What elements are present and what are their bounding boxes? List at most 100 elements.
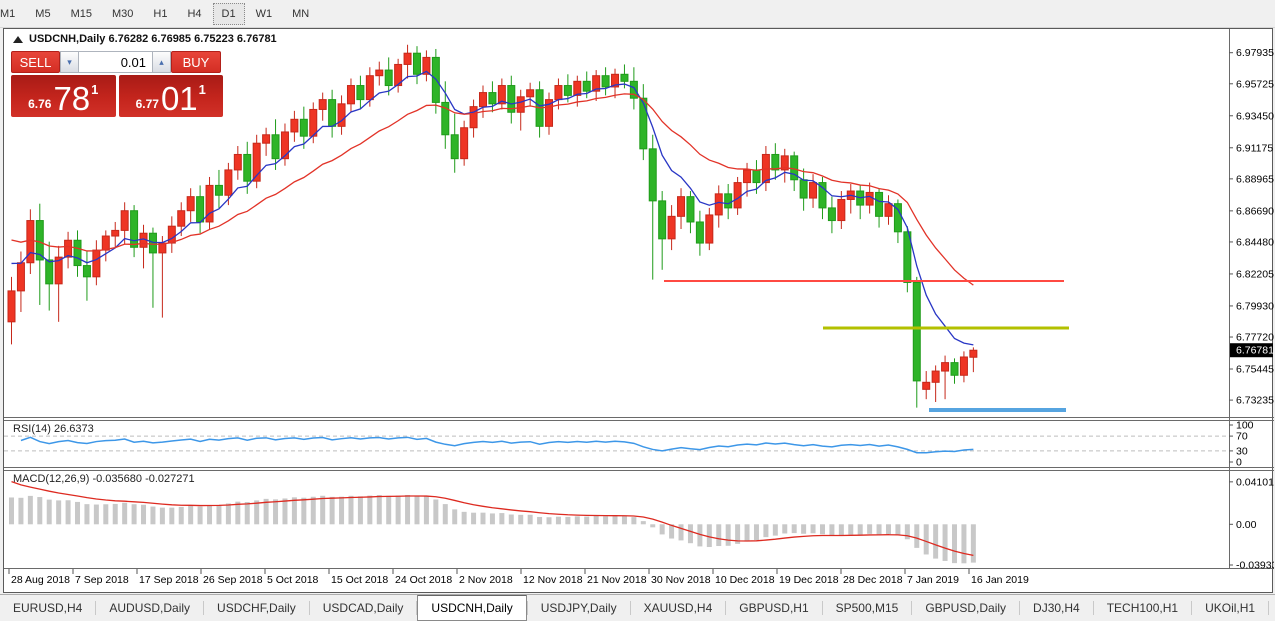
buy-button[interactable]: BUY bbox=[171, 51, 221, 73]
macd-histogram-bar bbox=[310, 496, 316, 525]
candle-body bbox=[903, 231, 912, 283]
tab-usdjpy-daily[interactable]: USDJPY,Daily bbox=[540, 601, 617, 615]
tab-u[interactable]: U bbox=[1269, 595, 1275, 621]
tab-sp500-m15[interactable]: SP500,M15 bbox=[835, 601, 899, 615]
candle-body bbox=[16, 262, 25, 292]
candle-body bbox=[130, 210, 139, 248]
tab-separator bbox=[1268, 601, 1270, 615]
tab-usdcad-daily[interactable]: USDCAD,Daily bbox=[322, 601, 404, 615]
macd-histogram-bar bbox=[848, 524, 854, 535]
fast-ma-line[interactable] bbox=[11, 70, 974, 346]
candle-body bbox=[922, 381, 931, 390]
candle-body bbox=[686, 196, 695, 223]
tab-usdchf-daily[interactable]: USDCHF,Daily bbox=[217, 601, 296, 615]
tab-separator bbox=[1019, 601, 1021, 615]
candle-body bbox=[875, 191, 884, 217]
chart-title-bar: USDCNH,Daily 6.76282 6.76985 6.75223 6.7… bbox=[13, 33, 277, 45]
timeframe-button-W1[interactable]: W1 bbox=[255, 7, 273, 20]
macd-histogram-bar bbox=[772, 524, 778, 536]
candle-body bbox=[809, 182, 818, 199]
candle-body bbox=[516, 96, 525, 113]
volume-increase-button[interactable]: ▴ bbox=[152, 51, 171, 73]
date-tick-label: 17 Sep 2018 bbox=[139, 574, 199, 586]
sell-price-panel[interactable]: 6.76 78 1 bbox=[11, 75, 116, 117]
macd-histogram-bar bbox=[753, 524, 759, 541]
candle-body bbox=[526, 89, 535, 98]
volume-input[interactable] bbox=[79, 51, 152, 73]
sell-button[interactable]: SELL bbox=[11, 51, 60, 73]
macd-histogram-bar bbox=[56, 500, 62, 525]
timeframe-button-M5[interactable]: M5 bbox=[35, 7, 51, 20]
macd-histogram-bar bbox=[452, 509, 458, 525]
candle-body bbox=[394, 63, 403, 87]
candle-body bbox=[573, 80, 582, 96]
macd-histogram-bar bbox=[216, 504, 222, 525]
timeframe-button-M30[interactable]: M30 bbox=[111, 7, 134, 20]
macd-histogram-bar bbox=[291, 497, 297, 525]
tab-audusd-daily[interactable]: AUDUSD,Daily bbox=[109, 601, 191, 615]
tab-dj30-h4[interactable]: DJ30,H4 bbox=[1033, 601, 1080, 615]
macd-histogram-bar bbox=[442, 504, 448, 525]
candle-body bbox=[422, 56, 431, 75]
macd-histogram-bar bbox=[791, 524, 797, 534]
candle-body bbox=[375, 69, 384, 77]
candle-body bbox=[705, 214, 714, 244]
macd-histogram-bar bbox=[725, 524, 731, 546]
macd-histogram-bar bbox=[263, 498, 269, 525]
timeframe-button-H4[interactable]: H4 bbox=[187, 7, 202, 20]
candle-body bbox=[479, 92, 487, 108]
collapse-chart-icon[interactable] bbox=[13, 35, 23, 43]
candle-body bbox=[912, 281, 921, 382]
price-axis[interactable]: 6.97935 6.95725 6.93450 6.91175 6.88965 6.866… bbox=[1229, 47, 1274, 407]
tab-gbpusd-h1[interactable]: GBPUSD,H1 bbox=[739, 601, 809, 615]
macd-histogram-bar bbox=[518, 514, 524, 525]
volume-decrease-button[interactable]: ▾ bbox=[60, 51, 79, 73]
candle-body bbox=[299, 118, 308, 137]
candle-body bbox=[35, 220, 44, 261]
candle-body bbox=[780, 155, 789, 171]
macd-histogram-bar bbox=[810, 524, 816, 534]
timeframe-button-M1[interactable]: M1 bbox=[0, 7, 16, 20]
macd-histogram-bar bbox=[471, 512, 477, 525]
date-tick-label: 7 Jan 2019 bbox=[907, 574, 959, 586]
macd-histogram-bar bbox=[829, 524, 835, 536]
candle-body bbox=[733, 182, 742, 209]
chart-canvas[interactable]: 6.97935 6.95725 6.93450 6.91175 6.88965 6.866… bbox=[4, 29, 1274, 594]
candle-body bbox=[290, 118, 299, 133]
tab-usdcnh-daily[interactable]: USDCNH,Daily bbox=[417, 595, 527, 621]
tab-tech100-h1[interactable]: TECH100,H1 bbox=[1106, 601, 1179, 615]
tab-eurusd-h4[interactable]: EURUSD,H4 bbox=[13, 601, 83, 615]
tab-separator bbox=[308, 601, 310, 615]
candle-body bbox=[941, 362, 950, 372]
macd-histogram-bar bbox=[508, 514, 514, 525]
date-tick-label: 7 Sep 2018 bbox=[75, 574, 129, 586]
macd-histogram-bar bbox=[499, 513, 505, 525]
macd-histogram-bar bbox=[122, 502, 128, 525]
timeframe-button-D1[interactable]: D1 bbox=[212, 2, 245, 25]
macd-histogram-bar bbox=[735, 524, 741, 544]
candle-body bbox=[818, 182, 827, 209]
timeframe-button-M15[interactable]: M15 bbox=[70, 7, 92, 20]
date-axis[interactable]: 28 Aug 2018 7 Sep 2018 17 Sep 2018 26 Sep 2… bbox=[8, 569, 1029, 586]
macd-histogram-bar bbox=[65, 500, 71, 525]
tab-gbpusd-daily[interactable]: GBPUSD,Daily bbox=[925, 601, 1007, 615]
tab-ukoil-h1[interactable]: UKOil,H1 bbox=[1205, 601, 1256, 615]
timeframe-button-MN[interactable]: MN bbox=[292, 7, 310, 20]
date-tick-label: 10 Dec 2018 bbox=[715, 574, 775, 586]
macd-histogram-bar bbox=[18, 497, 24, 525]
macd-histogram-bar bbox=[659, 524, 665, 535]
buy-price-panel[interactable]: 6.77 01 1 bbox=[118, 75, 223, 117]
macd-histogram-bar bbox=[763, 524, 769, 538]
macd-tick-label: 0.00 bbox=[1236, 519, 1257, 531]
macd-histogram-bar bbox=[414, 496, 420, 525]
tab-xauusd-h4[interactable]: XAUUSD,H4 bbox=[643, 601, 713, 615]
macd-histogram-bar bbox=[697, 524, 703, 547]
slow-ma-line[interactable] bbox=[11, 93, 974, 286]
timeframe-button-group: M1 M5 M15 M30 H1 H4 D1 W1 MN bbox=[0, 2, 319, 25]
rsi-tick-label: 100 bbox=[1236, 420, 1254, 432]
price-tick-label: 6.79930 bbox=[1236, 300, 1274, 312]
macd-histogram-bar bbox=[706, 524, 712, 548]
candle-body bbox=[73, 239, 82, 267]
timeframe-button-H1[interactable]: H1 bbox=[153, 7, 168, 20]
candle-body bbox=[196, 196, 205, 223]
